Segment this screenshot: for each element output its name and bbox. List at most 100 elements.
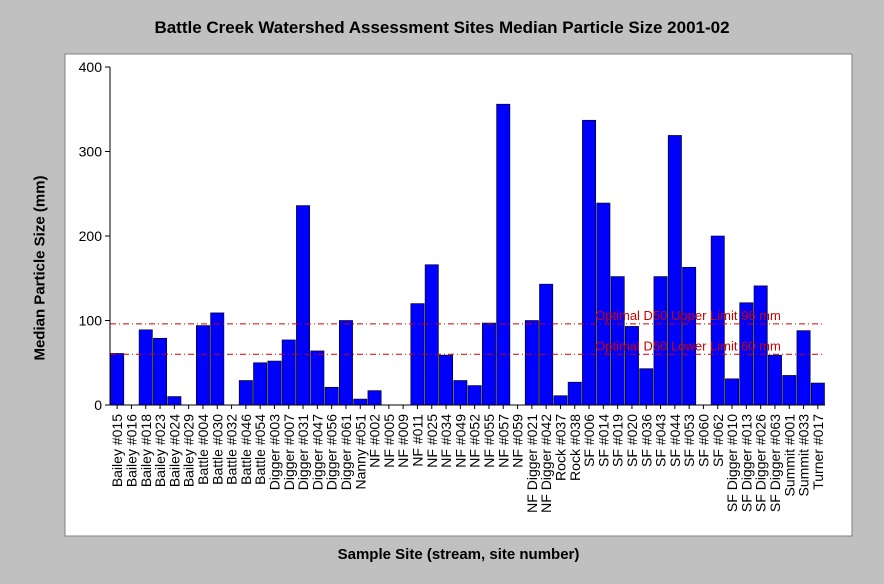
x-tick-label: SF #043: [653, 414, 669, 467]
y-tick-label: 300: [79, 144, 103, 160]
bar-bailey-023: [153, 337, 167, 406]
x-tick-label: Rock #038: [567, 414, 583, 481]
x-tick-label: NF #052: [467, 414, 483, 468]
x-tick-label: NF #005: [381, 414, 397, 468]
x-tick-label: SF Digger #026: [753, 414, 769, 512]
bar-summit-033: [796, 330, 811, 406]
bar-turner-017: [810, 382, 825, 406]
x-tick-label: SF #062: [710, 414, 726, 467]
x-axis-label: Sample Site (stream, site number): [337, 546, 580, 563]
x-tick-label: NF #059: [510, 414, 526, 468]
x-tick-label: SF #020: [624, 414, 640, 467]
y-tick-label: 0: [94, 397, 102, 413]
x-tick-label: NF #025: [424, 414, 440, 468]
x-tick-label: Digger #061: [338, 414, 354, 490]
bar-nf-002: [367, 390, 382, 406]
x-tick-label: Rock #037: [552, 414, 568, 481]
x-tick-label: NF Digger #042: [538, 414, 554, 513]
x-tick-label: Bailey #016: [123, 414, 139, 487]
reference-line-label-2: Optimal D50 Lower Limit 60 mm: [595, 338, 781, 353]
x-tick-label: SF #019: [610, 414, 626, 467]
bar-nf-057: [496, 103, 511, 406]
x-tick-label: Digger #003: [266, 414, 282, 490]
bar-digger-003: [267, 360, 282, 406]
bar-digger-047: [310, 350, 325, 406]
x-tick-label: Battle #032: [224, 414, 240, 485]
bar-digger-031: [296, 205, 310, 406]
x-tick-label: Summit #033: [796, 414, 812, 497]
x-tick-label: Bailey #015: [109, 414, 125, 487]
x-tick-label: SF #044: [667, 414, 683, 467]
bar-nf-025: [424, 264, 439, 406]
bar-bailey-015: [110, 353, 125, 406]
bar-nf-049: [453, 380, 468, 406]
bar-sf-digger-010: [725, 378, 740, 406]
x-tick-label: NF Digger #021: [524, 414, 540, 513]
x-tick-label: SF Digger #013: [738, 414, 754, 512]
bar-nf-055: [481, 322, 496, 406]
y-tick-label: 100: [79, 313, 103, 329]
x-tick-label: Digger #056: [324, 414, 340, 490]
bar-bailey-024: [167, 396, 182, 406]
x-tick-label: NF #002: [367, 414, 383, 468]
x-tick-label: SF #060: [695, 414, 711, 467]
x-tick-label: Bailey #018: [138, 414, 154, 487]
bars-layer: [110, 103, 825, 406]
bar-sf-006: [582, 119, 597, 406]
x-tick-label: Bailey #023: [152, 414, 168, 487]
bar-bailey-018: [138, 329, 153, 406]
x-tick-label: Battle #054: [252, 414, 268, 485]
bar-nf-052: [467, 385, 482, 406]
bar-nf-digger-042: [539, 283, 554, 406]
x-tick-label: SF #053: [681, 414, 697, 467]
bar-sf-044: [667, 135, 682, 406]
y-tick-label: 200: [79, 228, 103, 244]
x-tick-label: SF #014: [595, 414, 611, 467]
x-tick-label: NF #055: [481, 414, 497, 468]
bar-battle-054: [253, 362, 268, 406]
x-tick-label: Digger #047: [309, 414, 325, 490]
x-tick-label: Digger #031: [295, 414, 311, 490]
x-tick-label: Battle #004: [195, 414, 211, 485]
bar-digger-061: [338, 320, 353, 406]
x-tick-label: Summit #001: [781, 414, 797, 497]
bar-digger-056: [324, 386, 339, 406]
x-tick-label: Digger #007: [281, 414, 297, 490]
x-tick-label: Battle #030: [209, 414, 225, 485]
bar-nf-digger-021: [524, 320, 539, 406]
x-tick-label: SF #036: [638, 414, 654, 467]
x-tick-label: NF #057: [495, 414, 511, 468]
bar-nf-034: [439, 354, 453, 406]
axes-layer: 0 100 200 300 400: [79, 59, 825, 413]
x-tick-label: Turner #017: [810, 414, 826, 490]
x-tick-label: Bailey #024: [166, 414, 182, 487]
x-tick-label: Bailey #029: [181, 414, 197, 487]
bar-summit-001: [782, 375, 797, 406]
x-tick-label: Nanny #051: [352, 414, 368, 490]
bar-rock-037: [553, 395, 568, 406]
bar-battle-004: [196, 325, 210, 406]
bar-battle-046: [238, 380, 253, 406]
reference-lines-layer: Optimal D50 Upper Limit 96 mm Optimal D50…: [110, 308, 825, 355]
bar-rock-038: [567, 381, 582, 406]
bar-sf-036: [639, 368, 654, 406]
bar-sf-digger-063: [767, 354, 782, 406]
x-tick-label: SF Digger #063: [767, 414, 783, 512]
bar-sf-014: [596, 202, 611, 406]
x-tick-label: SF #006: [581, 414, 597, 467]
chart-title: Battle Creek Watershed Assessment Sites …: [154, 18, 730, 37]
x-tick-label: NF #049: [452, 414, 468, 468]
reference-line-label-1: Optimal D50 Upper Limit 96 mm: [595, 308, 781, 323]
x-tick-label: SF Digger #010: [724, 414, 740, 512]
bar-sf-053: [682, 266, 697, 406]
bar-battle-030: [210, 312, 225, 406]
x-tick-label: Battle #046: [238, 414, 254, 485]
y-tick-label: 400: [79, 59, 103, 75]
bar-digger-007: [281, 339, 296, 406]
x-tick-label: NF #034: [438, 414, 454, 468]
x-tick-label: NF #011: [409, 414, 425, 467]
bar-nanny-051: [353, 398, 368, 406]
x-tick-label: NF #009: [395, 414, 411, 468]
